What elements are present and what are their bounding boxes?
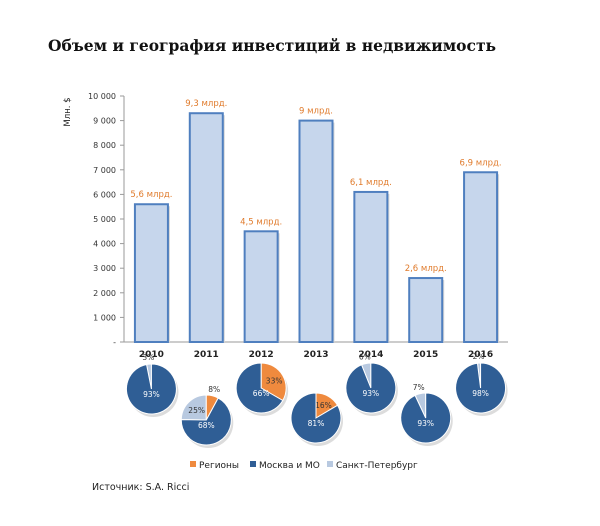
pie-2014-slice-moscow	[345, 362, 397, 414]
y-tick-label: 1 000	[93, 313, 116, 322]
bar-2016	[463, 171, 499, 343]
bar-2014	[353, 190, 389, 343]
x-tick-label-2016: 2016	[468, 350, 493, 360]
y-axis-label: Млн. $	[63, 97, 73, 126]
x-tick-label-2011: 2011	[194, 350, 219, 360]
data-label-2011: 9,3 млрд.	[185, 99, 227, 109]
pie-2015-label-moscow: 93%	[417, 419, 434, 428]
y-tick-label: 4 000	[93, 240, 116, 249]
pie-2010-label-moscow: 93%	[143, 390, 160, 399]
bar-2015	[408, 277, 444, 344]
pie-2015-slice-moscow	[400, 392, 452, 444]
pie-2013-label-regions: 16%	[315, 401, 332, 410]
y-tick-label: 2 000	[93, 289, 116, 298]
y-tick-label: 7 000	[93, 166, 116, 175]
legend-label-0: Регионы	[199, 461, 239, 471]
y-tick-label: 3 000	[93, 264, 116, 273]
data-label-2013: 9 млрд.	[299, 107, 333, 117]
data-label-2010: 5,6 млрд.	[130, 190, 172, 200]
y-tick-label: 6 000	[93, 190, 116, 199]
pie-2011-slice-moscow	[180, 397, 232, 446]
pie-2013-slice-moscow	[290, 392, 342, 444]
pie-2010-slice-moscow	[125, 363, 177, 415]
bar-2011	[188, 112, 224, 343]
y-tick-label: -	[113, 338, 116, 347]
pie-2016-label-moscow: 98%	[472, 389, 489, 398]
data-label-2014: 6,1 млрд.	[350, 178, 392, 188]
pie-2010-label-spb: 3%	[142, 353, 154, 362]
x-tick-label-2012: 2012	[249, 350, 274, 360]
legend-swatch-1	[250, 461, 256, 467]
legend-label-1: Москва и МО	[259, 461, 320, 471]
pie-2011-label-spb: 25%	[188, 406, 205, 415]
y-tick-label: 10 000	[88, 92, 116, 101]
pie-2011-label-moscow: 68%	[198, 421, 215, 430]
pie-2012-label-regions: 33%	[266, 377, 283, 386]
pie-2014-label-moscow: 93%	[363, 389, 380, 398]
legend-swatch-0	[190, 461, 196, 467]
chart-title: Объем и география инвестиций в недвижимо…	[48, 36, 497, 55]
y-tick-label: 8 000	[93, 141, 116, 150]
pie-2012-slice-moscow	[235, 362, 284, 414]
bar-2013	[298, 119, 334, 343]
y-tick-label: 9 000	[93, 117, 116, 126]
source-note: Источник: S.A. Ricci	[92, 482, 190, 493]
pie-2011-label-regions: 8%	[208, 385, 220, 394]
x-tick-label-2014: 2014	[358, 350, 383, 360]
bar-2010	[133, 203, 169, 343]
pie-2015-label-spb: 7%	[413, 383, 425, 392]
data-label-2016: 6,9 млрд.	[460, 158, 502, 168]
bar-2012	[243, 230, 279, 343]
pie-2013-label-moscow: 81%	[308, 419, 325, 428]
x-tick-label-2013: 2013	[303, 350, 328, 360]
data-label-2015: 2,6 млрд.	[405, 264, 447, 274]
x-tick-label-2015: 2015	[413, 350, 438, 360]
y-tick-label: 5 000	[93, 215, 116, 224]
pie-2016-label-spb: 2%	[473, 352, 485, 361]
pie-2012-label-moscow: 66%	[253, 389, 270, 398]
pie-2016-slice-moscow	[455, 362, 507, 414]
x-tick-label-2010: 2010	[139, 350, 164, 360]
data-label-2012: 4,5 млрд.	[240, 217, 282, 227]
legend-swatch-2	[327, 461, 333, 467]
legend-label-2: Санкт-Петербург	[336, 461, 418, 471]
pie-2014-label-spb: 6%	[359, 353, 371, 362]
pie-2011-slice-spb	[180, 394, 207, 421]
